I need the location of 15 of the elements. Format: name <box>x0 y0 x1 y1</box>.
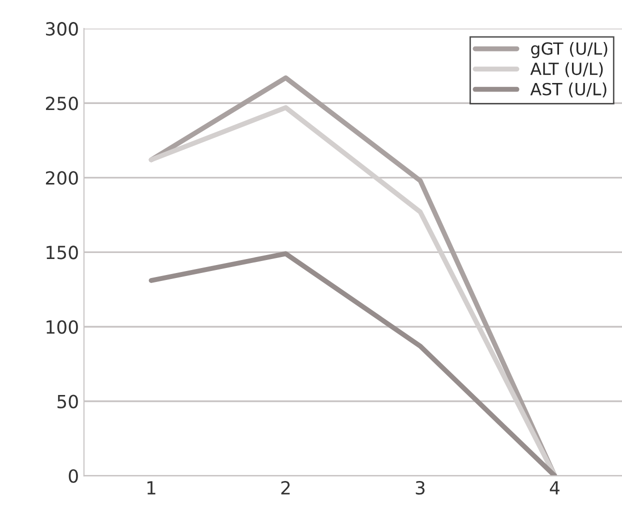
x-tick-label: 4 <box>550 481 560 494</box>
x-tick-label: 2 <box>281 480 290 494</box>
x-tick-label: 1 <box>147 481 156 494</box>
x-tick-label: 3 <box>416 480 425 495</box>
y-tick-label: 300 <box>46 22 78 36</box>
y-tick-label: 0 <box>68 469 78 483</box>
y-tick-label: 100 <box>46 320 78 334</box>
y-tick-label: 150 <box>46 246 78 260</box>
y-tick-label: 200 <box>46 171 78 185</box>
legend-label: ALT (U/L) <box>530 62 603 78</box>
line-series <box>148 251 558 476</box>
y-tick-label: 50 <box>58 394 78 408</box>
y-tick-label: 250 <box>46 96 78 110</box>
legend-label: gGT (U/L) <box>531 42 608 58</box>
legend-label: AST (U/L) <box>530 82 606 98</box>
